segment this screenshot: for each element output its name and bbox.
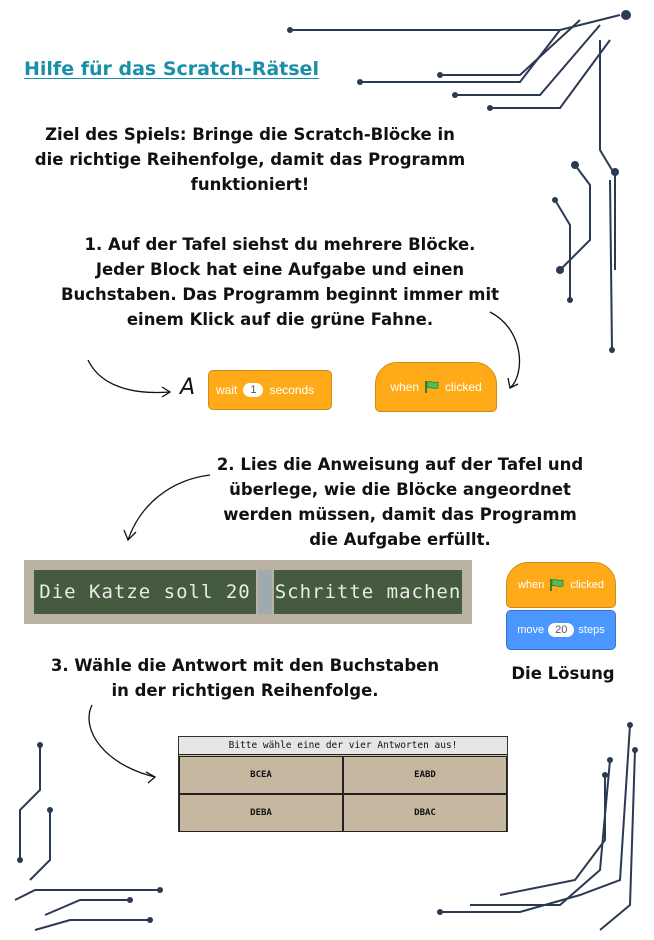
page-title: Hilfe für das Scratch-Rätsel — [24, 58, 319, 80]
solution-move-block: move 20 steps — [506, 610, 616, 650]
wait-word: wait — [216, 383, 238, 397]
answer-option[interactable]: DBAC — [343, 794, 507, 832]
wait-block: wait 1 seconds — [208, 370, 332, 410]
move-word: move — [517, 624, 545, 636]
example-letter: A — [180, 375, 196, 400]
chalkboard: Die Katze soll 20 Schritte machen — [24, 560, 472, 624]
goal-text: Ziel des Spiels: Bringe die Scratch-Blöc… — [34, 125, 466, 194]
answer-option[interactable]: BCEA — [179, 756, 343, 794]
solution-clicked-word: clicked — [570, 579, 604, 591]
steps-word: steps — [578, 624, 605, 636]
step-3-text: 3. Wähle die Antwort mit den Buchstaben … — [50, 656, 440, 700]
when-word: when — [390, 380, 419, 394]
step-2-text: 2. Lies die Anweisung auf der Tafel und … — [216, 455, 584, 549]
solution-when-word: when — [518, 579, 545, 591]
solution-hat-block: when clicked — [506, 562, 616, 608]
clicked-word: clicked — [445, 380, 482, 394]
solution-label: Die Lösung — [511, 664, 615, 683]
quiz-header: Bitte wähle eine der vier Antworten aus! — [179, 737, 507, 755]
board-right-text: Schritte machen — [274, 570, 462, 614]
step-1-text: 1. Auf der Tafel siehst du mehrere Blöck… — [60, 235, 500, 329]
board-left-text: Die Katze soll 20 — [34, 570, 256, 614]
answer-option[interactable]: EABD — [343, 756, 507, 794]
green-flag-icon — [425, 381, 439, 393]
answer-option[interactable]: DEBA — [179, 794, 343, 832]
green-flag-icon — [550, 579, 564, 591]
seconds-word: seconds — [269, 383, 315, 397]
move-value: 20 — [548, 623, 575, 637]
wait-value: 1 — [243, 383, 264, 397]
board-divider — [258, 570, 272, 614]
quiz-panel: Bitte wähle eine der vier Antworten aus!… — [178, 736, 508, 832]
when-flag-clicked-block: when clicked — [375, 362, 497, 412]
